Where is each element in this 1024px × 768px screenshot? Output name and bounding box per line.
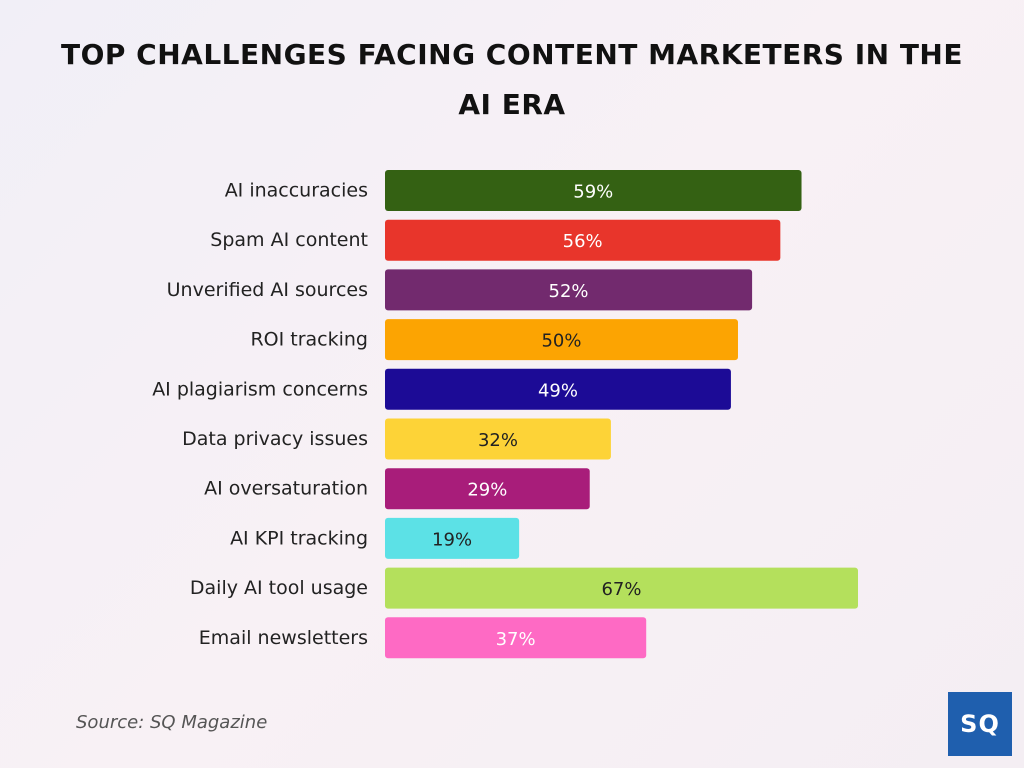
- value-label: 37%: [496, 629, 536, 650]
- bar: [385, 617, 647, 659]
- bar: [385, 219, 781, 261]
- bar: [385, 418, 611, 460]
- bar: [385, 567, 858, 609]
- bar: [385, 170, 802, 211]
- bar-chart: AI inaccuracies 59% Spam AI content 56% Unve…: [152, 170, 858, 659]
- category-label: AI plagiarism concerns: [152, 378, 368, 400]
- value-label: 49%: [538, 380, 578, 401]
- category-label: ROI tracking: [250, 329, 368, 351]
- bar: [385, 468, 590, 510]
- bar: [385, 368, 731, 410]
- category-label: Daily AI tool usage: [190, 577, 368, 599]
- category-label: Unverified AI sources: [167, 279, 368, 301]
- value-label: 59%: [573, 182, 613, 203]
- source-note: Source: SQ Magazine: [76, 712, 268, 733]
- category-label: AI KPI tracking: [230, 527, 368, 549]
- value-label: 52%: [549, 281, 589, 302]
- bar: [385, 319, 738, 361]
- bar: [385, 269, 753, 311]
- value-label: 19%: [432, 529, 472, 550]
- value-label: 67%: [601, 579, 641, 600]
- value-label: 32%: [478, 430, 518, 451]
- category-label: AI inaccuracies: [225, 180, 368, 202]
- category-label: AI oversaturation: [204, 478, 368, 500]
- category-label: Spam AI content: [210, 229, 368, 251]
- bar: [385, 517, 520, 559]
- value-label: 50%: [541, 331, 581, 352]
- category-label: Email newsletters: [199, 627, 368, 649]
- category-label: Data privacy issues: [182, 428, 368, 450]
- chart-title: TOP CHALLENGES FACING CONTENT MARKETERS …: [61, 38, 963, 121]
- value-label: 29%: [467, 480, 507, 501]
- value-label: 56%: [563, 231, 603, 252]
- sq-logo: SQ: [948, 692, 1012, 756]
